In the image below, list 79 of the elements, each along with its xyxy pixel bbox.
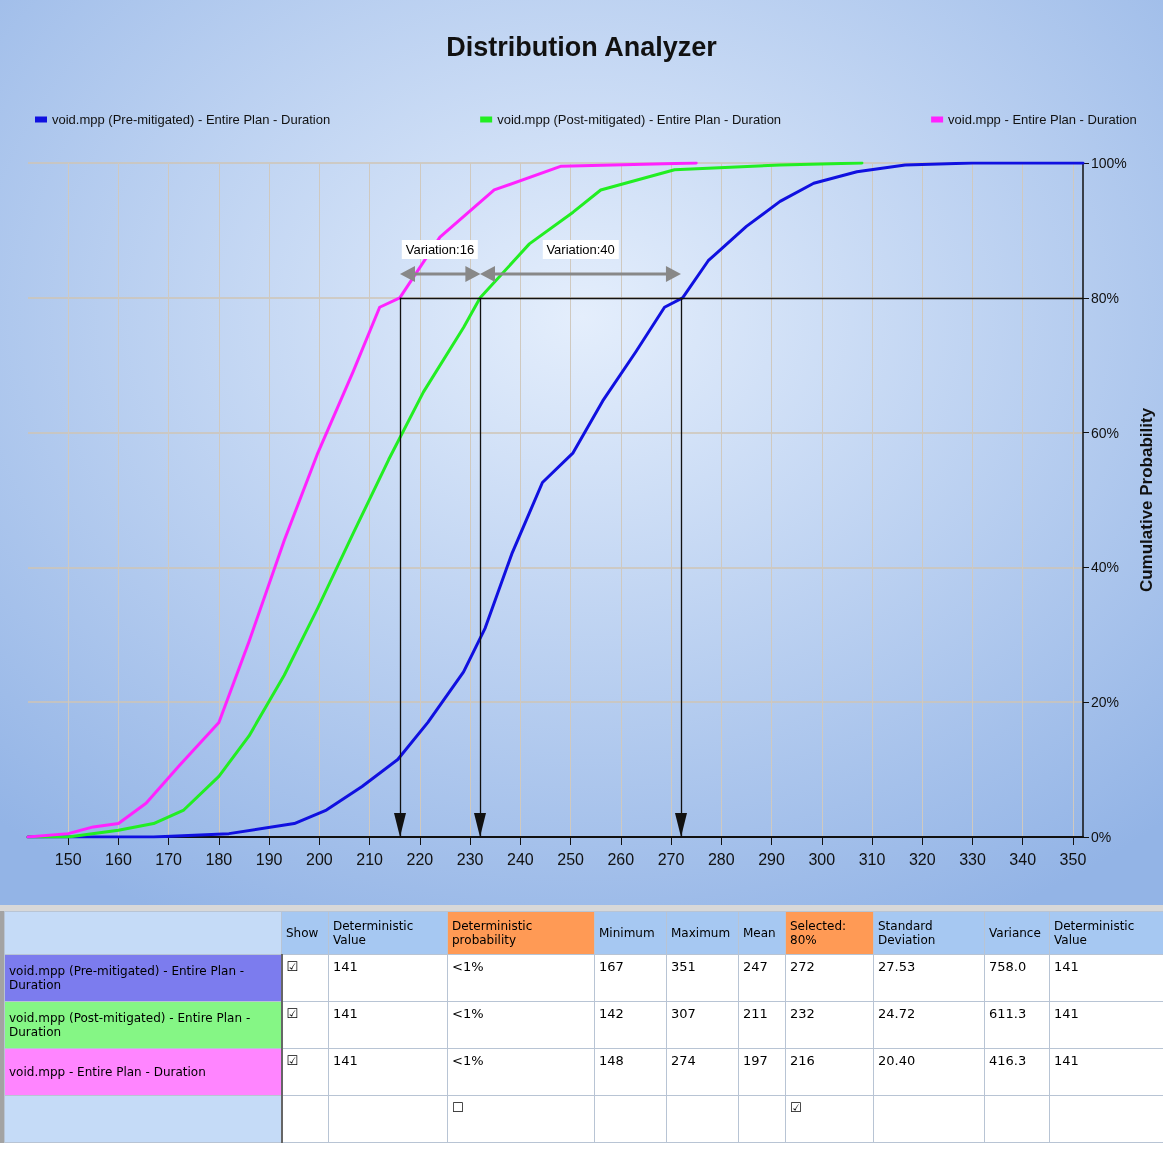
y-tick-label: 20% (1091, 694, 1120, 711)
x-tick-label: 160 (105, 850, 132, 868)
x-tick-label: 190 (255, 850, 283, 868)
category-label: void.mpp (Post-mitigated) - Entire Plan - Duration (9, 1011, 251, 1039)
text: 142 (599, 1006, 624, 1021)
text: <1% (452, 1006, 484, 1021)
text: ☑ (286, 1053, 299, 1068)
chart-title: Distribution Analyzer (446, 31, 718, 62)
text: 27.53 (878, 959, 916, 974)
x-tick-label: 290 (758, 850, 785, 868)
text: 197 (743, 1053, 768, 1068)
text: 351 (671, 959, 696, 974)
x-tick-label: 180 (205, 850, 233, 868)
text: 274 (671, 1053, 696, 1068)
text: 216 (790, 1053, 815, 1068)
x-tick-label: 220 (406, 850, 434, 868)
text: ☑ (286, 1006, 299, 1021)
category-label: Deterministic Value (328, 911, 448, 955)
text: 167 (599, 959, 624, 974)
text: 758.0 (989, 959, 1027, 974)
y-tick-label: 60% (1091, 424, 1120, 441)
category-label: void.mpp (Pre-mitigated) - Entire Plan - Duration (9, 964, 245, 992)
text: 141 (1054, 1053, 1079, 1068)
category-label: Mean (738, 911, 786, 955)
text: ☑ (790, 1100, 802, 1115)
text: 24.72 (878, 1006, 916, 1021)
category-label: Minimum (594, 911, 667, 955)
x-tick-label: 300 (808, 850, 836, 868)
legend-label: void.mpp - Entire Plan - Duration (948, 112, 1137, 127)
x-tick-label: 210 (356, 850, 384, 868)
x-tick-label: 340 (1009, 850, 1037, 868)
x-tick-label: 350 (1059, 850, 1087, 868)
text: 141 (333, 1006, 358, 1021)
text: 141 (1054, 1006, 1079, 1021)
x-tick-label: 310 (858, 850, 886, 868)
category-label: Standard Deviation (873, 911, 985, 955)
x-tick-label: 170 (155, 850, 183, 868)
text: 211 (743, 1006, 768, 1021)
text: 307 (671, 1006, 696, 1021)
y-tick-label: 100% (1091, 155, 1127, 171)
x-tick-label: 280 (707, 850, 735, 868)
y-tick-label: 80% (1091, 289, 1120, 306)
x-tick-label: 320 (908, 850, 936, 868)
text: 272 (790, 959, 815, 974)
category-label: Deterministic Value (1049, 911, 1163, 955)
x-tick-label: 200 (306, 850, 333, 868)
x-tick-label: 250 (557, 850, 585, 868)
text: 148 (599, 1053, 624, 1068)
annotation: Variation:40 (542, 239, 619, 259)
category-label: Deterministic probability (447, 911, 595, 955)
text: 611.3 (989, 1006, 1027, 1021)
x-tick-label: 270 (657, 850, 685, 868)
category-label: Maximum (666, 911, 739, 955)
x-tick-label: 240 (506, 850, 534, 868)
legend-label: void.mpp (Pre-mitigated) - Entire Plan - Duration (52, 112, 331, 127)
text: 141 (333, 1053, 358, 1068)
text: 232 (790, 1006, 815, 1021)
text: 247 (743, 959, 768, 974)
text: 416.3 (989, 1053, 1027, 1068)
annotation: Variation:16 (401, 239, 479, 259)
text: <1% (452, 959, 484, 974)
text: 141 (1054, 959, 1079, 974)
x-tick-label: 150 (54, 850, 82, 868)
text: 141 (333, 959, 358, 974)
legend-label: void.mpp (Post-mitigated) - Entire Plan - Duration (497, 112, 782, 127)
text: 20.40 (878, 1053, 916, 1068)
category-label: Variance (984, 911, 1050, 955)
category-label: Show (281, 911, 329, 955)
text: ☐ (452, 1100, 464, 1115)
x-tick-label: 330 (959, 850, 986, 868)
x-tick-label: 260 (607, 850, 635, 868)
category-label: Selected: 80% (785, 911, 874, 955)
text: <1% (452, 1053, 484, 1068)
y-axis-title: Cumulative Probability (1137, 407, 1156, 593)
y-tick-label: 40% (1091, 559, 1120, 576)
text: ☑ (286, 959, 299, 974)
x-tick-label: 230 (456, 850, 484, 868)
category-label: void.mpp - Entire Plan - Duration (9, 1065, 206, 1079)
y-tick-label: 0% (1091, 829, 1112, 845)
